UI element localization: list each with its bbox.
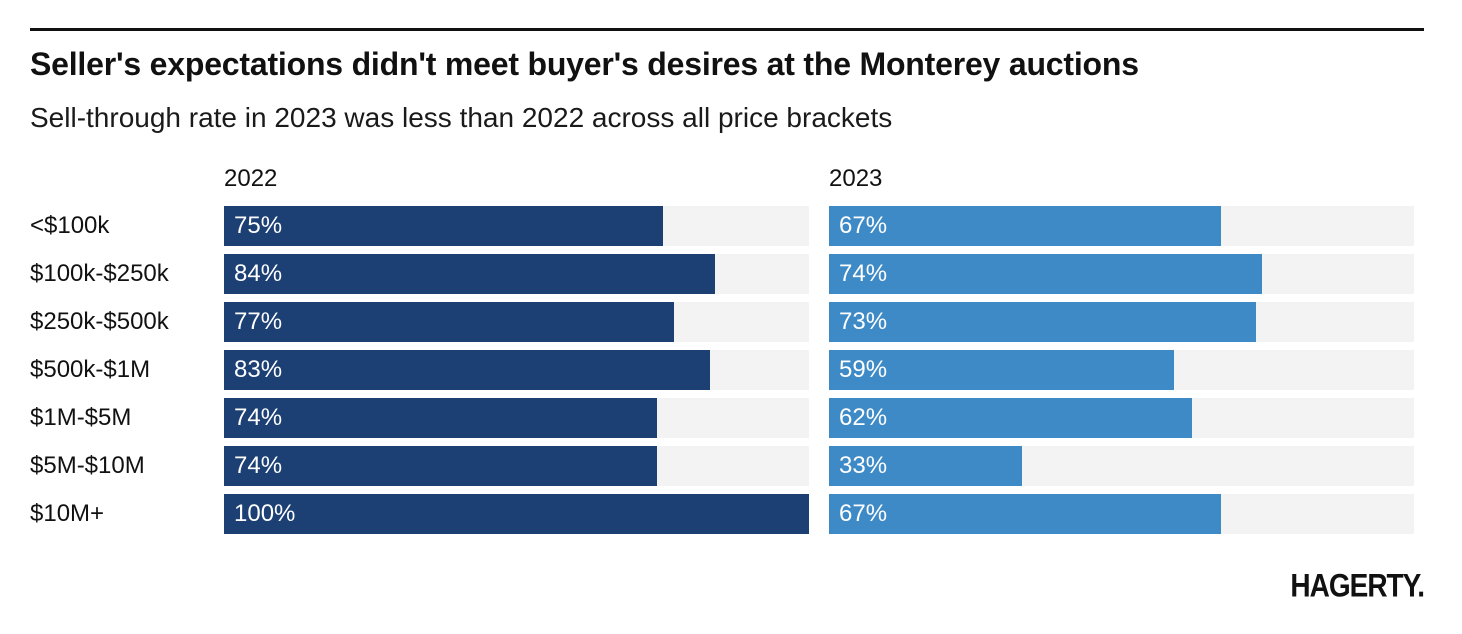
bar-2023 <box>829 446 1023 486</box>
bar-2022 <box>224 494 809 534</box>
category-label: $1M-$5M <box>30 404 132 431</box>
bar-track: 73% <box>829 302 1414 342</box>
top-rule <box>30 28 1424 31</box>
bar-track: 62% <box>829 398 1414 438</box>
bar-track: 33% <box>829 446 1414 486</box>
category-label: <$100k <box>30 212 110 239</box>
bar-2023 <box>829 350 1175 390</box>
data-label: 83% <box>234 356 283 383</box>
category-label: $5M-$10M <box>30 452 145 479</box>
bar-2023 <box>829 398 1192 438</box>
data-label: 33% <box>839 452 888 479</box>
data-label: 74% <box>234 404 283 431</box>
bar-track: 77% <box>224 302 809 342</box>
data-label: 74% <box>839 260 888 287</box>
bar-2023 <box>829 302 1257 342</box>
bar-2022 <box>224 254 716 294</box>
bar-track: 74% <box>829 254 1414 294</box>
data-label: 100% <box>234 500 296 527</box>
bar-2022 <box>224 446 657 486</box>
category-label: $100k-$250k <box>30 260 169 287</box>
panel-label-2022: 2022 <box>224 165 278 192</box>
bar-2023 <box>829 206 1221 246</box>
bar-2022 <box>224 302 675 342</box>
chart-subtitle: Sell-through rate in 2023 was less than … <box>30 102 893 133</box>
bar-2022 <box>224 350 710 390</box>
data-label: 77% <box>234 308 283 335</box>
bar-2023 <box>829 254 1262 294</box>
data-label: 59% <box>839 356 888 383</box>
data-label: 67% <box>839 500 888 527</box>
bar-track: 59% <box>829 350 1414 390</box>
bar-track: 84% <box>224 254 809 294</box>
data-label: 67% <box>839 212 888 239</box>
category-label: $250k-$500k <box>30 308 169 335</box>
bar-track: 100% <box>224 494 809 534</box>
bar-2022 <box>224 398 657 438</box>
bar-track: 74% <box>224 398 809 438</box>
data-label: 73% <box>839 308 888 335</box>
bar-track: 74% <box>224 446 809 486</box>
panel-label-2023: 2023 <box>829 165 883 192</box>
bar-track: 67% <box>829 494 1414 534</box>
data-label: 74% <box>234 452 283 479</box>
bar-2022 <box>224 206 663 246</box>
hagerty-logo: HAGERTY. <box>1290 567 1425 604</box>
bar-track: 75% <box>224 206 809 246</box>
data-label: 62% <box>839 404 888 431</box>
bar-track: 67% <box>829 206 1414 246</box>
bar-2023 <box>829 494 1221 534</box>
data-label: 75% <box>234 212 283 239</box>
category-label: $10M+ <box>30 500 105 527</box>
chart-title: Seller's expectations didn't meet buyer'… <box>30 46 1139 82</box>
category-label: $500k-$1M <box>30 356 151 383</box>
data-label: 84% <box>234 260 283 287</box>
bar-track: 83% <box>224 350 809 390</box>
